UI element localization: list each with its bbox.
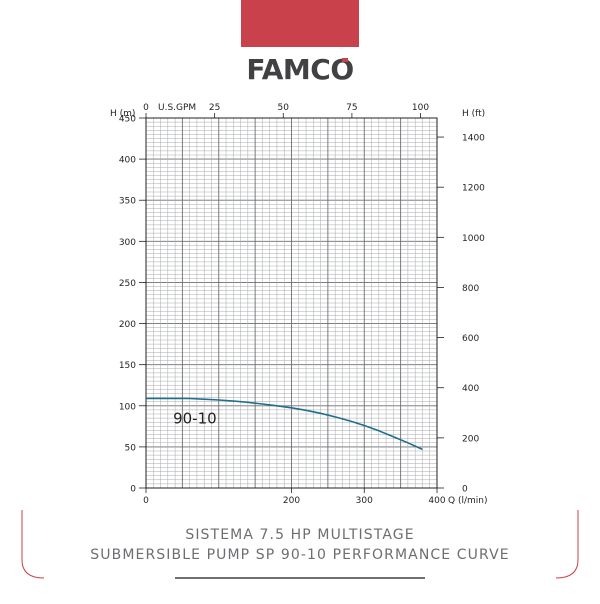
brand-accent-band xyxy=(241,0,359,47)
y2-tick-label: 200 xyxy=(462,434,479,444)
y2-tick-label: 400 xyxy=(462,384,479,394)
x2-tick-label: 0 xyxy=(143,103,149,113)
y2-tick-label: 1000 xyxy=(462,234,485,244)
y-tick-label: 350 xyxy=(119,197,136,207)
y-tick-label: 150 xyxy=(119,361,136,371)
y-tick-label: 50 xyxy=(125,443,137,453)
footer-right-corner xyxy=(556,510,578,578)
y-tick-label: 300 xyxy=(119,238,136,248)
y2-tick-label: 600 xyxy=(462,334,479,344)
y-tick-label: 400 xyxy=(119,156,136,166)
series-label: 90-10 xyxy=(173,409,217,427)
caption-line-2: SUBMERSIBLE PUMP SP 90-10 PERFORMANCE CU… xyxy=(0,547,600,563)
y2-tick-label: 1400 xyxy=(462,134,485,144)
y2-tick-label: 1200 xyxy=(462,184,485,194)
x2-tick-label: 25 xyxy=(209,103,220,113)
x2-tick-label: 75 xyxy=(346,103,357,113)
y-tick-label: 100 xyxy=(119,402,136,412)
logo-text: FAMCO xyxy=(246,53,353,86)
y2-tick-label: 0 xyxy=(462,485,468,495)
y-axis-label: H (m) xyxy=(110,109,135,119)
logo-accent xyxy=(342,58,348,62)
caption-line-1: SISTEMA 7.5 HP MULTISTAGE xyxy=(0,527,600,543)
x2-tick-label: 50 xyxy=(278,103,290,113)
x2-tick-label: 100 xyxy=(412,103,429,113)
y2-axis-label: H (ft) xyxy=(462,109,485,119)
chart-svg: 0501001502002503003504004500200400600800… xyxy=(0,95,600,515)
footer-left-corner xyxy=(22,510,44,578)
famco-logo-mark: FAMCO xyxy=(244,52,356,86)
y-tick-label: 200 xyxy=(119,320,136,330)
x2-axis-label: U.S.GPM xyxy=(158,103,196,113)
y2-tick-label: 800 xyxy=(462,284,479,294)
famco-logo: FAMCO xyxy=(244,52,356,86)
y-tick-label: 250 xyxy=(119,279,136,289)
y-tick-label: 0 xyxy=(130,485,136,495)
